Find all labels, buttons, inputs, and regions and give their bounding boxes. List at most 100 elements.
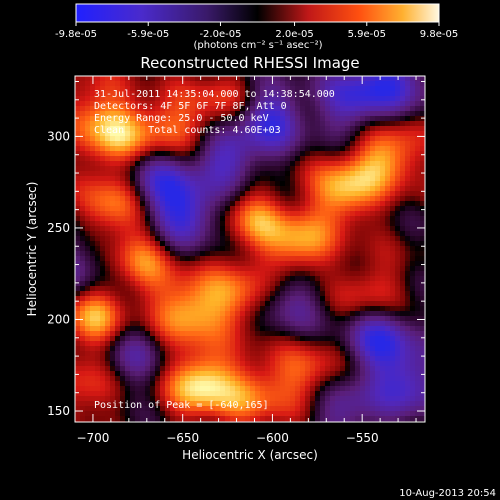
heatmap-cell: [215, 76, 221, 82]
heatmap-cell: [390, 171, 396, 177]
heatmap-cell: [225, 361, 231, 367]
heatmap-cell: [155, 211, 161, 217]
heatmap-cell: [140, 101, 146, 107]
heatmap-cell: [275, 231, 281, 237]
heatmap-cell: [305, 226, 311, 232]
heatmap-cell: [90, 356, 96, 362]
heatmap-cell: [255, 231, 261, 237]
heatmap-cell: [370, 136, 376, 142]
heatmap-cell: [255, 106, 261, 112]
heatmap-cell: [255, 96, 261, 102]
heatmap-cell: [395, 156, 401, 162]
heatmap-cell: [130, 86, 136, 92]
heatmap-cell: [400, 121, 406, 127]
heatmap-cell: [355, 101, 361, 107]
heatmap-cell: [420, 396, 425, 402]
heatmap-cell: [285, 241, 291, 247]
heatmap-cell: [345, 106, 351, 112]
heatmap-cell: [200, 331, 206, 337]
heatmap-cell: [385, 326, 391, 332]
heatmap-cell: [290, 106, 296, 112]
heatmap-cell: [200, 296, 206, 302]
heatmap-cell: [380, 381, 386, 387]
heatmap-cell: [190, 246, 196, 252]
heatmap-cell: [365, 251, 371, 257]
heatmap-cell: [135, 221, 141, 227]
heatmap-cell: [180, 201, 186, 207]
heatmap-cell: [150, 101, 156, 107]
heatmap-cell: [155, 196, 161, 202]
heatmap-cell: [305, 216, 311, 222]
heatmap-cell: [190, 146, 196, 152]
heatmap-cell: [325, 286, 331, 292]
heatmap-cell: [205, 346, 211, 352]
heatmap-cell: [205, 326, 211, 332]
heatmap-cell: [160, 221, 166, 227]
heatmap-cell: [85, 116, 91, 122]
heatmap-cell: [170, 226, 176, 232]
heatmap-cell: [295, 366, 301, 372]
heatmap-cell: [215, 381, 221, 387]
heatmap-cell: [335, 91, 341, 97]
heatmap-cell: [250, 201, 256, 207]
heatmap-cell: [235, 396, 241, 402]
heatmap-cell: [345, 211, 351, 217]
heatmap-cell: [145, 251, 151, 257]
heatmap-cell: [290, 111, 296, 117]
heatmap-cell: [410, 296, 416, 302]
heatmap-cell: [375, 391, 381, 397]
heatmap-cell: [350, 156, 356, 162]
heatmap-cell: [250, 331, 256, 337]
heatmap-cell: [170, 81, 176, 87]
heatmap-cell: [125, 256, 131, 262]
heatmap-cell: [215, 401, 221, 407]
heatmap-cell: [160, 296, 166, 302]
heatmap-cell: [250, 381, 256, 387]
heatmap-cell: [315, 271, 321, 277]
heatmap-cell: [340, 166, 346, 172]
heatmap-cell: [165, 231, 171, 237]
heatmap-cell: [285, 136, 291, 142]
heatmap-cell: [325, 296, 331, 302]
heatmap-cell: [205, 111, 211, 117]
heatmap-cell: [295, 406, 301, 412]
heatmap-cell: [130, 166, 136, 172]
heatmap-cell: [155, 186, 161, 192]
heatmap-cell: [280, 401, 286, 407]
heatmap-cell: [360, 131, 366, 137]
heatmap-cell: [185, 101, 191, 107]
heatmap-cell: [295, 416, 301, 422]
heatmap-cell: [155, 116, 161, 122]
heatmap-cell: [400, 406, 406, 412]
heatmap-cell: [280, 366, 286, 372]
heatmap-cell: [395, 206, 401, 212]
heatmap-cell: [140, 326, 146, 332]
heatmap-cell: [335, 241, 341, 247]
heatmap-cell: [250, 76, 256, 82]
heatmap-cell: [125, 191, 131, 197]
heatmap-cell: [240, 146, 246, 152]
heatmap-cell: [230, 176, 236, 182]
heatmap-cell: [160, 406, 166, 412]
heatmap-cell: [195, 361, 201, 367]
heatmap-cell: [225, 376, 231, 382]
heatmap-cell: [230, 391, 236, 397]
heatmap-cell: [275, 216, 281, 222]
heatmap-cell: [260, 401, 266, 407]
heatmap-cell: [335, 331, 341, 337]
heatmap-cell: [200, 176, 206, 182]
heatmap-cell: [250, 271, 256, 277]
heatmap-cell: [265, 121, 271, 127]
heatmap-cell: [330, 256, 336, 262]
heatmap-cell: [255, 296, 261, 302]
heatmap-cell: [315, 156, 321, 162]
heatmap-cell: [110, 311, 116, 317]
heatmap-cell: [80, 306, 86, 312]
heatmap-cell: [145, 196, 151, 202]
heatmap-cell: [295, 346, 301, 352]
heatmap-cell: [95, 286, 101, 292]
heatmap-cell: [330, 191, 336, 197]
heatmap-cell: [100, 176, 106, 182]
heatmap-cell: [390, 366, 396, 372]
heatmap-cell: [410, 246, 416, 252]
